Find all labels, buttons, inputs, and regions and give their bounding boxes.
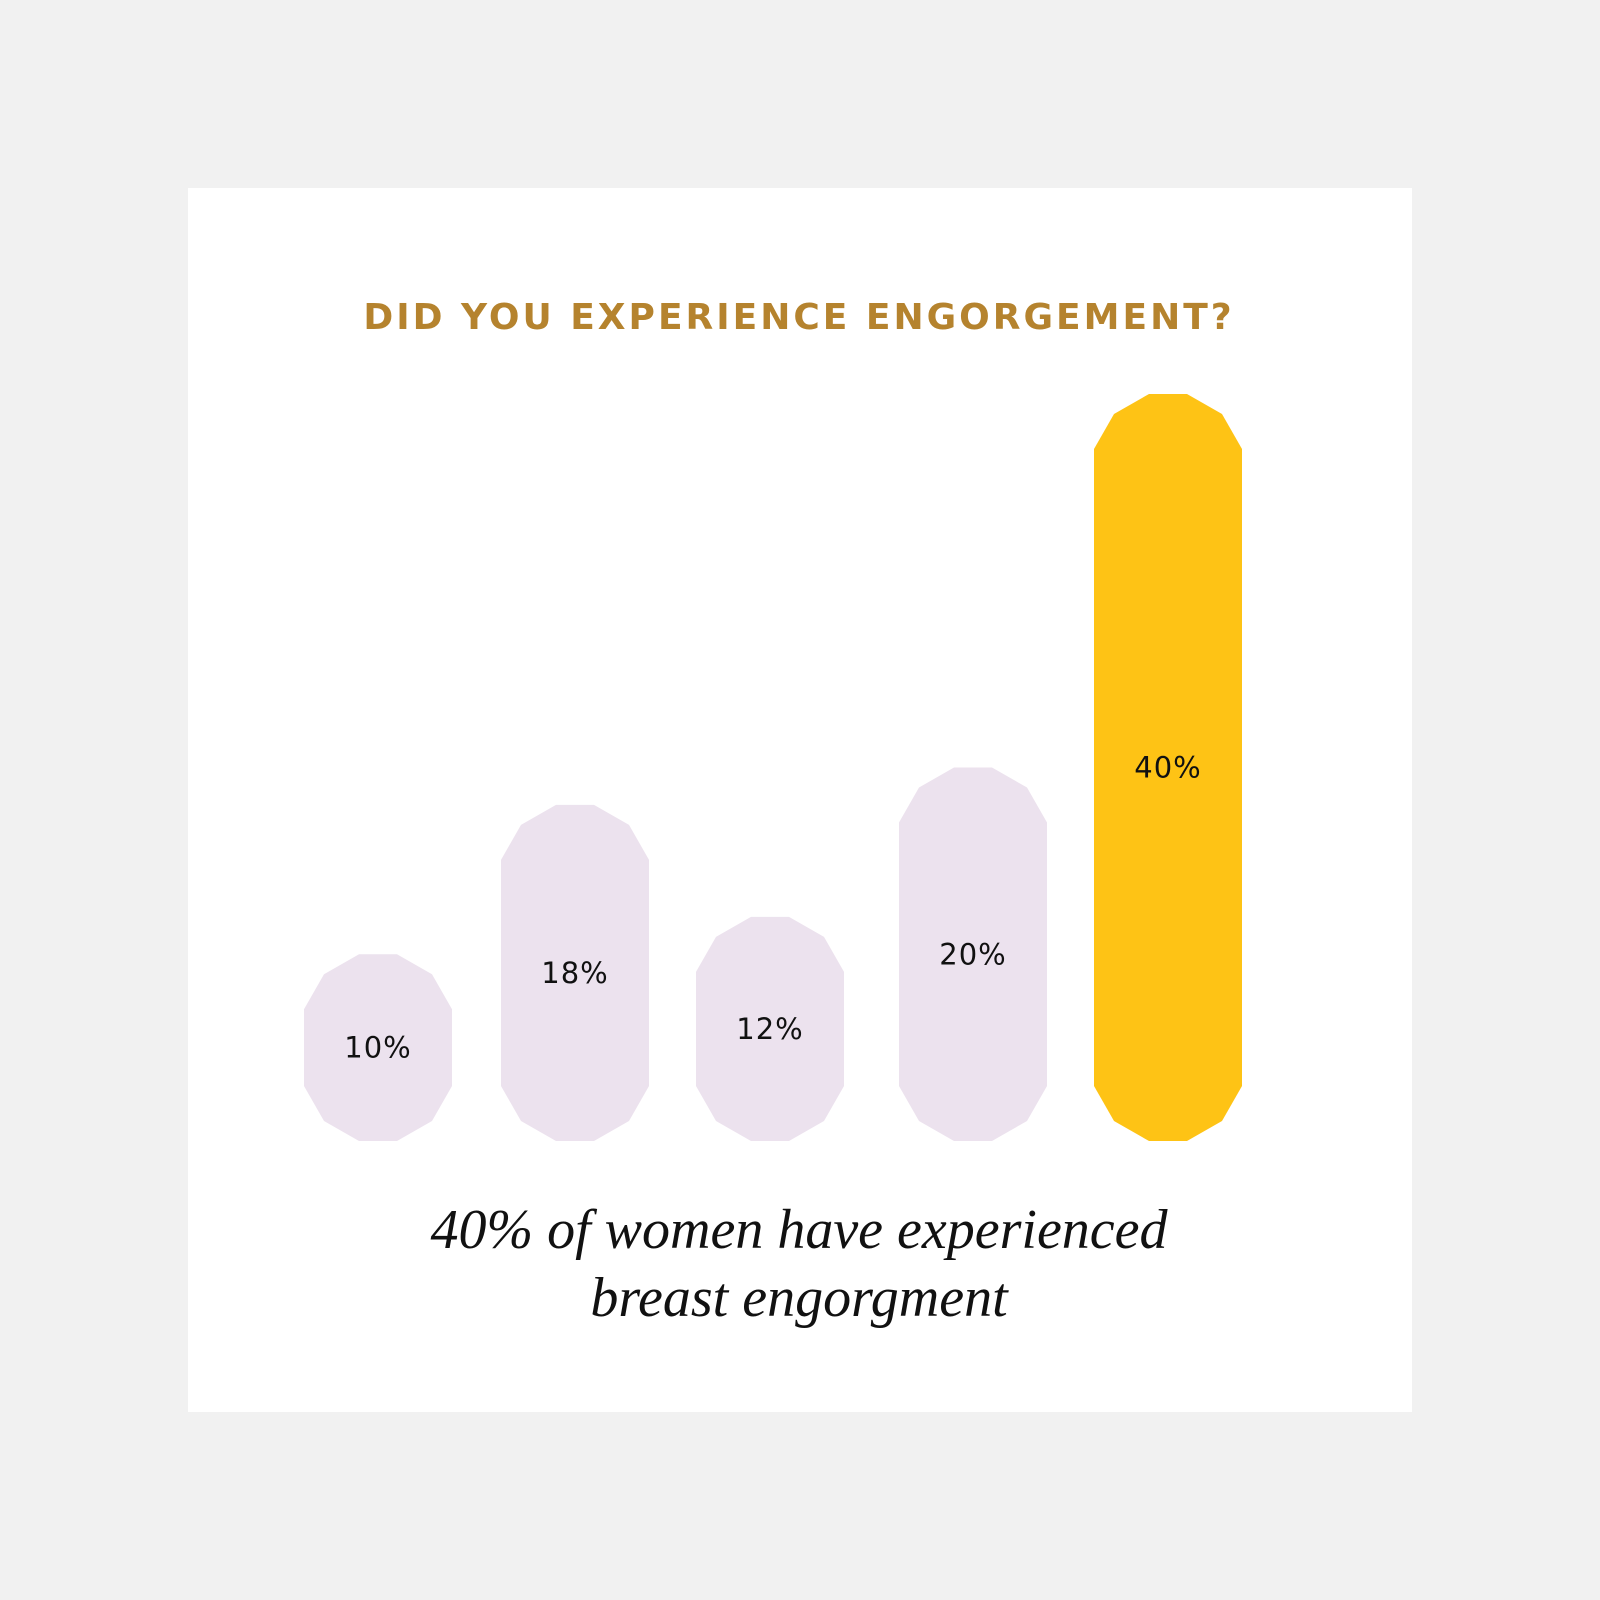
bar — [501, 804, 649, 1141]
value-label: 20% — [939, 937, 1006, 971]
value-label: 10% — [344, 1031, 411, 1065]
bar — [696, 916, 844, 1141]
bar — [1094, 394, 1242, 1141]
caption-line: 40% of women have experienced — [430, 1199, 1168, 1261]
caption-line: breast engorgment — [590, 1267, 1009, 1329]
chart-title: DID YOU EXPERIENCE ENGORGEMENT? — [363, 297, 1234, 338]
bar — [899, 767, 1047, 1141]
value-label: 40% — [1134, 751, 1201, 785]
value-label: 18% — [541, 956, 608, 990]
bar — [304, 954, 452, 1141]
value-label: 12% — [736, 1012, 803, 1046]
